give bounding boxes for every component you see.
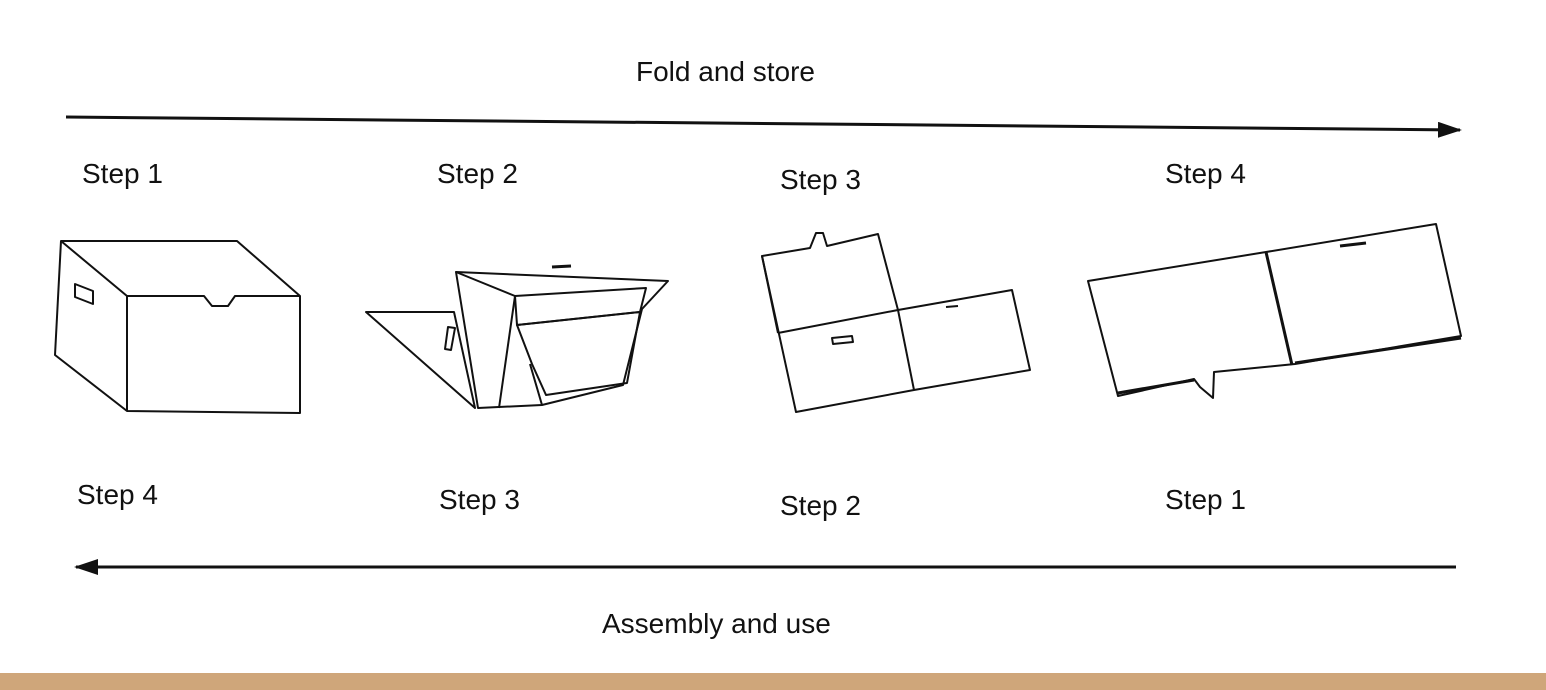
bottom-step-3-label: Step 3 bbox=[439, 484, 520, 515]
partially-flattened-box-sketch bbox=[761, 232, 1031, 413]
fold-and-store-label: Fold and store bbox=[636, 56, 815, 87]
bottom-step-1-label: Step 1 bbox=[1165, 484, 1246, 515]
fold-direction-arrow bbox=[65, 115, 1462, 138]
bottom-step-4-label: Step 4 bbox=[77, 479, 158, 510]
bottom-step-2-label: Step 2 bbox=[780, 490, 861, 521]
footer-bar bbox=[0, 673, 1546, 690]
assembled-box-sketch bbox=[54, 240, 301, 414]
top-step-3-label: Step 3 bbox=[780, 164, 861, 195]
flat-box-sketch bbox=[1087, 223, 1462, 399]
top-step-4-label: Step 4 bbox=[1165, 158, 1246, 189]
top-step-1-label: Step 1 bbox=[82, 158, 163, 189]
top-step-2-label: Step 2 bbox=[437, 158, 518, 189]
assembly-and-use-label: Assembly and use bbox=[602, 608, 831, 639]
half-folded-box-sketch bbox=[365, 264, 669, 409]
